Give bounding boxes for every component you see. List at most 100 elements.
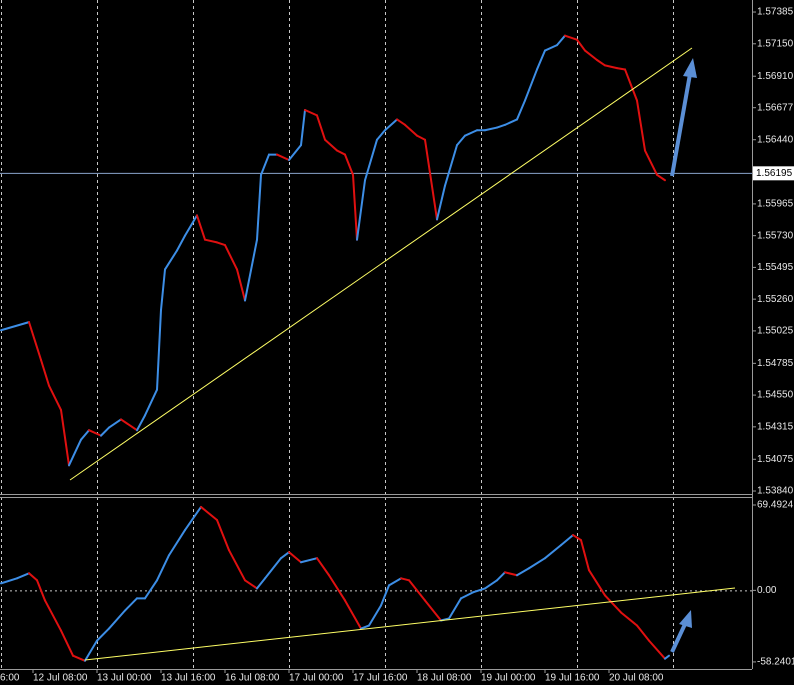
series-segment (424, 599, 442, 622)
arrow-head (683, 58, 697, 78)
series-segment (648, 639, 666, 660)
series-segment (336, 149, 346, 156)
series-segment (280, 551, 290, 560)
y-tick-label: 1.54785 (757, 358, 794, 369)
series-segment (388, 577, 402, 587)
series-segment (572, 534, 582, 542)
series-segment (504, 571, 518, 577)
series-segment (164, 249, 178, 271)
series-segment (364, 138, 378, 182)
series-segment (16, 572, 30, 580)
y-tick-label: -58.2401 (757, 657, 794, 668)
series-segment (228, 549, 246, 582)
series-segment (360, 624, 370, 630)
series-segment (0, 577, 18, 585)
series-segment (96, 627, 110, 642)
series-segment (560, 534, 574, 547)
x-tick-label: 19 Jul 16:00 (545, 673, 600, 684)
series-segment (588, 569, 606, 597)
x-tick-label: 18 Jul 08:00 (417, 673, 472, 684)
series-segment (556, 34, 566, 47)
series-segment (316, 114, 326, 141)
series-segment (264, 557, 282, 580)
series-segment (72, 654, 86, 662)
series-segment (60, 629, 74, 657)
series-segment (160, 268, 166, 311)
series-segment (204, 238, 218, 244)
series-segment (136, 414, 146, 432)
series-segment (604, 594, 622, 614)
series-segment (324, 138, 338, 152)
series-segment (108, 609, 126, 630)
x-tick-label: 19 Jul 00:00 (481, 673, 536, 684)
series-segment (36, 579, 46, 602)
series-segment (504, 118, 518, 126)
series-segment (352, 173, 358, 241)
series-segment (256, 577, 266, 590)
y-tick-label: 1.53840 (757, 486, 794, 497)
series-segment (216, 518, 230, 552)
y-tick-label: 1.56440 (757, 134, 794, 145)
series-segment (328, 574, 346, 602)
series-segment (368, 604, 382, 627)
series-segment (60, 408, 70, 467)
trendline (84, 587, 736, 661)
x-tick-label: 17 Jul 00:00 (289, 673, 344, 684)
x-tick-label: 6:00 (0, 673, 20, 684)
current-price-box (753, 166, 794, 181)
series-segment (224, 244, 238, 271)
series-segment (464, 129, 478, 137)
series-segment (44, 599, 62, 632)
series-segment (544, 44, 558, 52)
series-segment (448, 597, 462, 620)
series-segment (28, 321, 42, 361)
arrow (670, 621, 688, 653)
series-segment (624, 68, 638, 102)
trendline (69, 47, 693, 481)
x-tick-label: 13 Jul 16:00 (161, 673, 216, 684)
y-tick-label: 1.57150 (757, 38, 794, 49)
series-segment (68, 438, 82, 467)
series-segment (424, 138, 438, 221)
series-segment (596, 58, 606, 67)
series-segment (528, 557, 546, 570)
series-segment (496, 571, 506, 582)
series-segment (344, 153, 354, 176)
y-tick-label: 1.55495 (757, 262, 794, 273)
series-segment (564, 34, 578, 41)
series-segment (196, 214, 206, 241)
series-segment (444, 144, 458, 187)
series-segment (472, 587, 486, 594)
series-segment (216, 241, 226, 247)
series-segment (144, 579, 158, 600)
series-segment (664, 654, 670, 660)
series-segment (544, 544, 562, 560)
series-segment (236, 268, 246, 302)
series-segment (276, 153, 290, 161)
series-segment (484, 579, 498, 590)
series-segment (436, 184, 446, 221)
series-segment (84, 639, 98, 662)
series-segment (620, 611, 638, 627)
series-segment (300, 557, 318, 564)
series-segment (656, 173, 666, 182)
series-segment (316, 557, 330, 577)
series-segment (376, 129, 386, 141)
series-segment (524, 68, 538, 102)
series-segment (408, 579, 426, 602)
series-segment (396, 118, 406, 126)
series-segment (400, 577, 410, 582)
series-segment (120, 418, 138, 432)
series-segment (644, 149, 658, 176)
y-tick-label: 0.00 (757, 585, 777, 596)
series-segment (576, 38, 586, 52)
series-segment (156, 308, 162, 391)
series-segment (88, 429, 102, 437)
y-tick-label: 1.55730 (757, 230, 794, 241)
series-segment (144, 388, 158, 417)
current-price-label: 1.56195 (756, 168, 793, 179)
arrow (670, 73, 692, 177)
series-segment (636, 624, 650, 642)
series-segment (496, 123, 506, 129)
